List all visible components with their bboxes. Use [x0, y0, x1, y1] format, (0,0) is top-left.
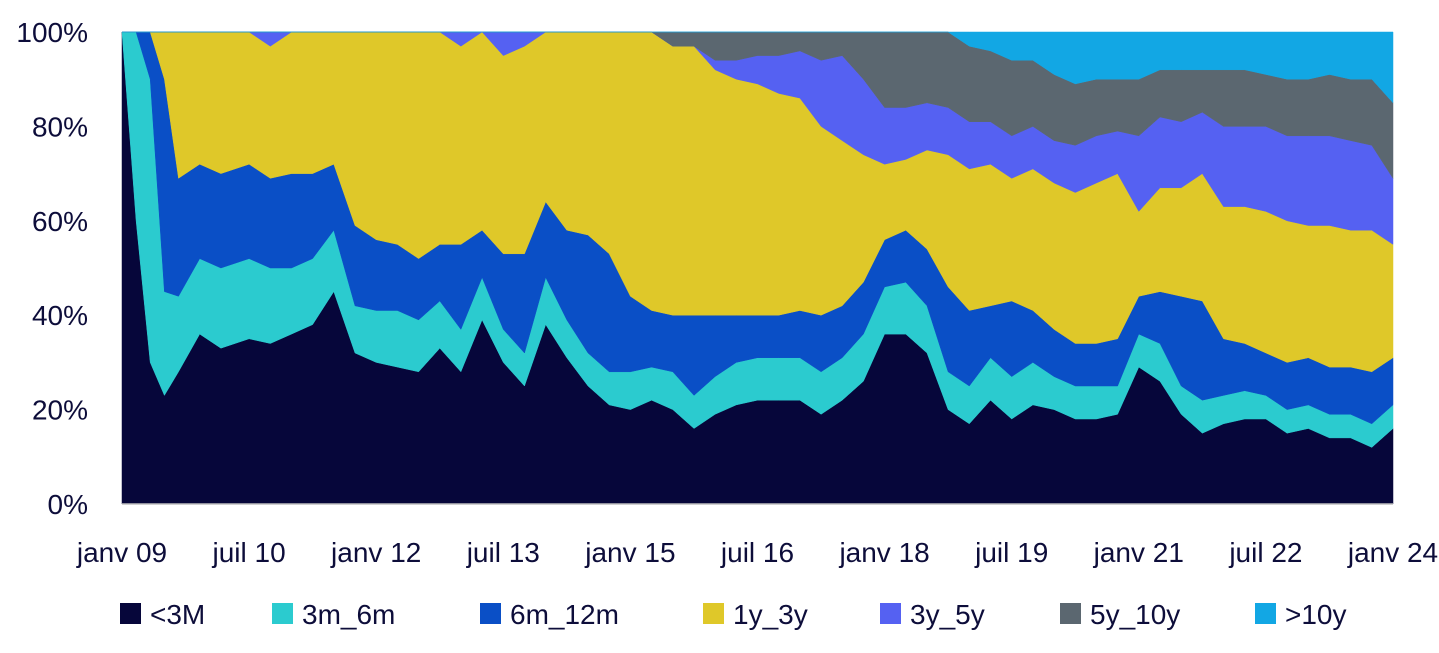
legend-swatch [272, 603, 293, 624]
x-tick-label: juil 10 [212, 537, 286, 568]
y-tick-label: 40% [32, 300, 88, 331]
y-tick-label: 80% [32, 111, 88, 142]
y-axis-ticks: 0% 20% 40% 60% 80% 100% [16, 17, 88, 520]
x-tick-label: janv 18 [838, 537, 929, 568]
legend-swatch [703, 603, 724, 624]
legend-label: 5y_10y [1090, 599, 1180, 630]
legend-item: 1y_3y [703, 599, 808, 630]
area-series-6 [122, 31, 1394, 104]
legend-label: 6m_12m [510, 599, 619, 630]
x-axis-ticks: janv 09 juil 10 janv 12 juil 13 janv 15 juil … [76, 537, 1438, 568]
x-tick-label: juil 19 [974, 537, 1048, 568]
legend-swatch [120, 603, 141, 624]
area-series-group [121, 31, 1394, 505]
legend-item: 6m_12m [480, 599, 619, 630]
legend-label: <3M [150, 599, 205, 630]
y-tick-label: 20% [32, 395, 88, 426]
legend-item: 3m_6m [272, 599, 395, 630]
x-tick-label: janv 24 [1347, 537, 1438, 568]
x-tick-label: janv 21 [1093, 537, 1184, 568]
legend-label: 1y_3y [733, 599, 808, 630]
x-tick-label: juil 22 [1228, 537, 1302, 568]
x-tick-label: juil 13 [466, 537, 540, 568]
legend-swatch [480, 603, 501, 624]
x-tick-label: janv 09 [76, 537, 167, 568]
legend-item: 5y_10y [1060, 599, 1180, 630]
legend-swatch [880, 603, 901, 624]
x-tick-label: janv 12 [330, 537, 421, 568]
legend-label: 3m_6m [302, 599, 395, 630]
x-tick-label: juil 16 [720, 537, 794, 568]
y-tick-label: 0% [48, 489, 88, 520]
y-tick-label: 60% [32, 206, 88, 237]
x-tick-label: janv 15 [584, 537, 675, 568]
legend: <3M 3m_6m 6m_12m 1y_3y 3y_5y 5y_10y >10y [120, 599, 1347, 630]
legend-item: <3M [120, 599, 205, 630]
legend-item: >10y [1255, 599, 1347, 630]
legend-item: 3y_5y [880, 599, 985, 630]
legend-swatch [1255, 603, 1276, 624]
legend-label: 3y_5y [910, 599, 985, 630]
legend-label: >10y [1285, 599, 1347, 630]
legend-swatch [1060, 603, 1081, 624]
y-tick-label: 100% [16, 17, 88, 48]
